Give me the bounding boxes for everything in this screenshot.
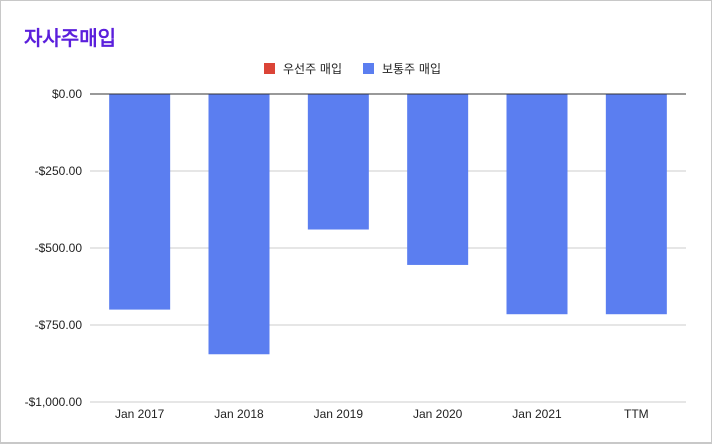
- bar: [407, 94, 469, 265]
- legend-label-preferred: 우선주 매입: [283, 62, 343, 76]
- bar: [208, 94, 270, 355]
- y-tick-label: -$750.00: [35, 318, 83, 332]
- x-tick-label: Jan 2021: [512, 407, 562, 421]
- y-tick-label: -$1,000.00: [25, 395, 83, 409]
- legend-item-common[interactable]: 보통주 매입: [363, 60, 441, 77]
- bar: [109, 94, 171, 310]
- legend-item-preferred[interactable]: 우선주 매입: [264, 60, 342, 77]
- legend: 우선주 매입 보통주 매입: [0, 60, 712, 78]
- x-tick-label: Jan 2017: [115, 407, 165, 421]
- x-tick-label: Jan 2019: [314, 407, 364, 421]
- bar: [605, 94, 667, 315]
- legend-swatch-common: [363, 63, 374, 74]
- frame-divider: [0, 443, 712, 444]
- legend-label-common: 보통주 매입: [382, 62, 442, 76]
- y-tick-label: -$500.00: [35, 241, 83, 255]
- bar: [307, 94, 369, 230]
- y-tick-label: $0.00: [52, 87, 82, 101]
- x-tick-label: Jan 2020: [413, 407, 463, 421]
- x-tick-label: Jan 2018: [214, 407, 264, 421]
- chart-title: 자사주매입: [24, 26, 116, 50]
- bar: [506, 94, 568, 315]
- legend-swatch-preferred: [264, 63, 275, 74]
- x-tick-label: TTM: [624, 407, 649, 421]
- y-tick-label: -$250.00: [35, 164, 83, 178]
